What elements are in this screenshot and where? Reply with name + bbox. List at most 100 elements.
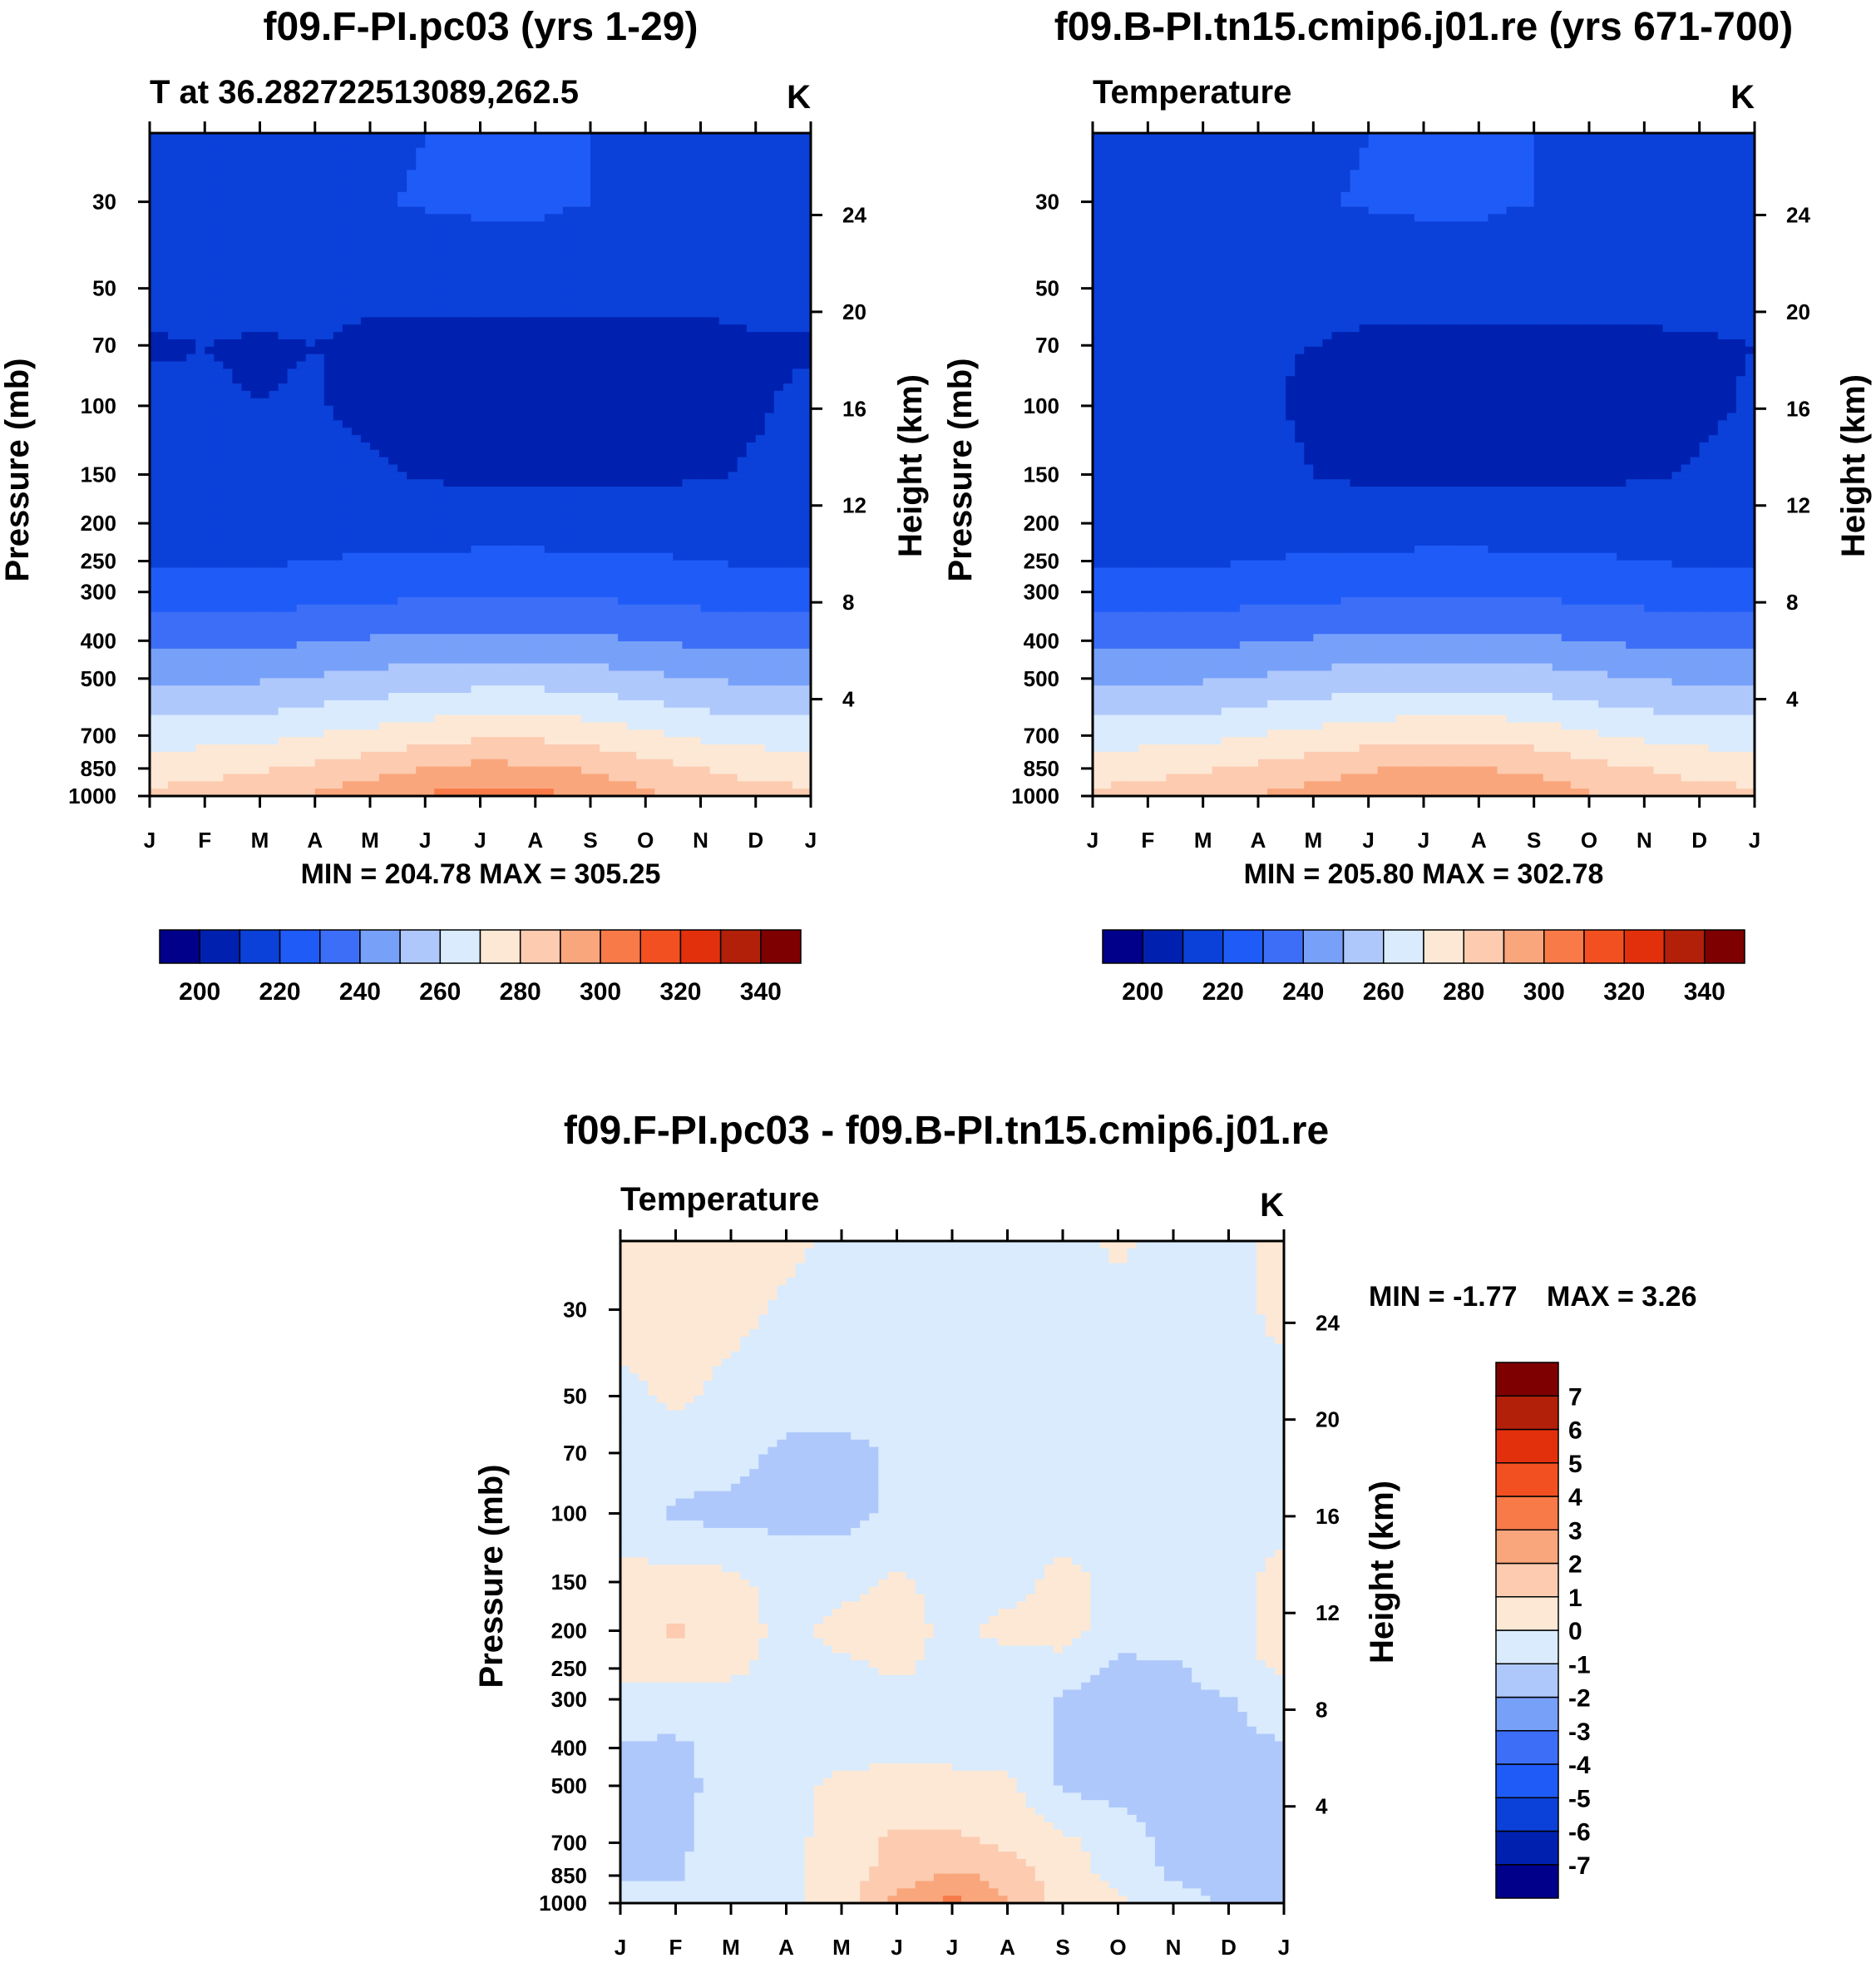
field-cell (150, 567, 160, 576)
field-cell (269, 221, 279, 230)
field-cell (645, 479, 656, 487)
field-cell (333, 604, 343, 613)
field-cell (571, 368, 582, 378)
field-cell (150, 487, 160, 495)
field-cell (571, 250, 582, 260)
field-cell (562, 294, 573, 304)
field-cell (535, 383, 546, 392)
field-cell (544, 302, 555, 311)
field-cell (223, 273, 234, 281)
field-cell (535, 552, 546, 561)
field-cell (609, 280, 619, 289)
field-cell (571, 435, 582, 443)
field-cell (360, 442, 371, 451)
field-cell (627, 280, 638, 289)
field-cell (323, 147, 334, 156)
field-cell (379, 596, 389, 606)
field-cell (498, 206, 509, 215)
field-cell (535, 398, 546, 407)
field-cell (507, 464, 518, 473)
field-cell (618, 346, 628, 355)
field-cell (498, 398, 509, 407)
field-cell (571, 464, 582, 473)
field-cell (737, 332, 748, 340)
field-cell (636, 170, 647, 178)
field-cell (618, 273, 628, 281)
field-cell (186, 324, 197, 333)
field-cell (278, 235, 289, 245)
field-cell (755, 184, 766, 193)
field-cell (755, 294, 766, 304)
field-cell (480, 258, 491, 267)
field-cell (544, 538, 555, 546)
field-cell (480, 199, 491, 208)
field-cell (232, 361, 243, 370)
field-cell (443, 383, 454, 392)
field-cell (645, 442, 656, 451)
field-cell (571, 302, 582, 311)
field-cell (333, 368, 343, 378)
field-cell (755, 235, 766, 245)
field-cell (718, 405, 729, 414)
field-cell (636, 596, 647, 606)
field-cell (571, 133, 582, 141)
field-cell (205, 361, 215, 370)
field-cell (700, 317, 711, 326)
field-cell (764, 235, 775, 245)
field-cell (764, 361, 775, 370)
field-cell (728, 619, 738, 628)
field-cell (150, 361, 160, 370)
field-cell (571, 449, 582, 458)
field-cell (186, 545, 197, 554)
field-cell (618, 354, 628, 363)
field-cell (296, 361, 307, 370)
field-cell (443, 567, 454, 576)
field-cell (535, 170, 546, 178)
field-cell (287, 214, 298, 223)
field-cell (333, 309, 343, 319)
field-cell (416, 191, 427, 200)
field-cell (746, 493, 757, 502)
field-cell (452, 140, 463, 149)
field-cell (443, 560, 454, 569)
field-cell (737, 229, 748, 237)
field-cell (498, 280, 509, 289)
field-cell (728, 354, 738, 363)
field-cell (388, 206, 398, 215)
field-cell (562, 464, 573, 473)
field-cell (600, 634, 610, 642)
field-cell (416, 162, 427, 171)
field-cell (755, 302, 766, 311)
field-cell (177, 582, 187, 591)
field-cell (498, 487, 509, 495)
field-cell (443, 199, 454, 208)
field-cell (195, 531, 206, 539)
field-cell (186, 472, 197, 481)
field-cell (379, 235, 389, 245)
field-cell (755, 457, 766, 466)
field-cell (443, 221, 454, 230)
field-cell (314, 428, 325, 436)
field-cell (296, 493, 307, 502)
field-cell (296, 575, 307, 583)
field-cell (223, 235, 234, 245)
field-cell (462, 214, 472, 223)
field-cell (333, 575, 343, 583)
field-cell (728, 147, 738, 156)
field-cell (645, 567, 656, 576)
field-cell (168, 405, 178, 414)
field-cell (526, 177, 536, 185)
field-cell (407, 258, 417, 267)
field-cell (305, 398, 316, 407)
field-cell (342, 162, 353, 171)
field-cell (434, 413, 445, 422)
field-cell (746, 206, 757, 215)
field-cell (764, 501, 775, 510)
field-cell (544, 280, 555, 289)
field-cell (600, 199, 610, 208)
field-cell (370, 302, 380, 311)
field-cell (773, 191, 784, 200)
field-cell (746, 413, 757, 422)
field-cell (443, 191, 454, 200)
field-cell (755, 464, 766, 473)
